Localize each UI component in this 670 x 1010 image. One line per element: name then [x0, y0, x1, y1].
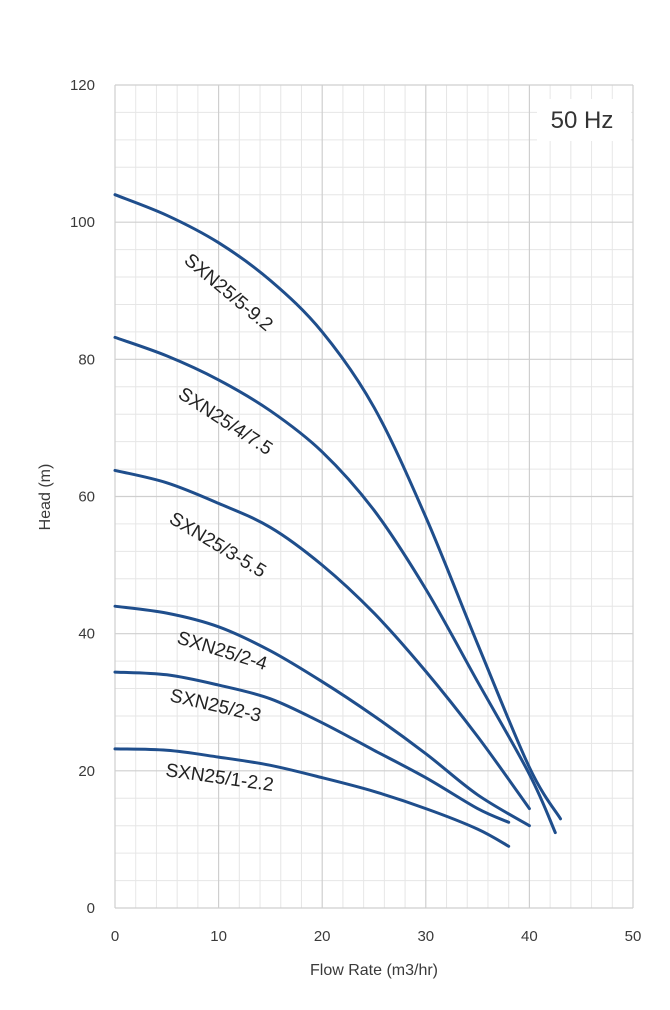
x-tick-label: 10: [210, 928, 227, 945]
x-tick-label: 20: [314, 928, 331, 945]
frequency-label: 50 Hz: [551, 107, 614, 134]
series-line-0: [113, 193, 562, 821]
frequency-annotation: 50 Hz: [537, 99, 631, 141]
y-tick-label: 80: [78, 351, 95, 368]
y-tick-label: 60: [78, 489, 95, 506]
x-tick-label: 0: [111, 928, 119, 945]
x-tick-label: 50: [625, 928, 642, 945]
y-tick-label: 120: [70, 77, 95, 94]
series-line-1: [113, 335, 557, 835]
y-tick-label: 100: [70, 214, 95, 231]
y-tick-label: 40: [78, 626, 95, 643]
y-tick-label: 0: [87, 900, 95, 917]
series-line-3: [113, 604, 531, 828]
y-axis-ticks: 0 20 40 60 80 100 120: [70, 77, 95, 917]
series-line-4: [113, 670, 511, 824]
x-axis-title: Flow Rate (m3/hr): [310, 962, 438, 979]
x-tick-label: 30: [417, 928, 434, 945]
series-curves: [113, 193, 562, 848]
x-tick-label: 40: [521, 928, 538, 945]
y-tick-label: 20: [78, 763, 95, 780]
x-axis-ticks: 0 10 20 30 40 50: [111, 928, 642, 945]
y-axis-title: Head (m): [37, 464, 54, 531]
series-line-5: [113, 747, 511, 848]
series-line-2: [113, 468, 531, 811]
